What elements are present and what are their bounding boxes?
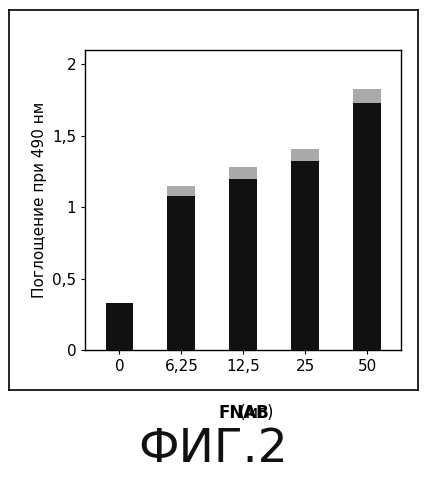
Bar [353, 88, 380, 103]
Bar [291, 162, 319, 350]
Bar [167, 196, 195, 350]
Text: FNAB: FNAB [218, 404, 268, 422]
Y-axis label: Поглощение при 490 нм: Поглощение при 490 нм [32, 102, 46, 298]
Bar [105, 303, 133, 350]
Bar [229, 178, 257, 350]
Text: ФИГ.2: ФИГ.2 [138, 428, 288, 472]
Bar [167, 186, 195, 196]
Text: (мг): (мг) [213, 404, 273, 422]
Bar [229, 167, 257, 178]
Bar [291, 148, 319, 162]
Bar [353, 103, 380, 350]
